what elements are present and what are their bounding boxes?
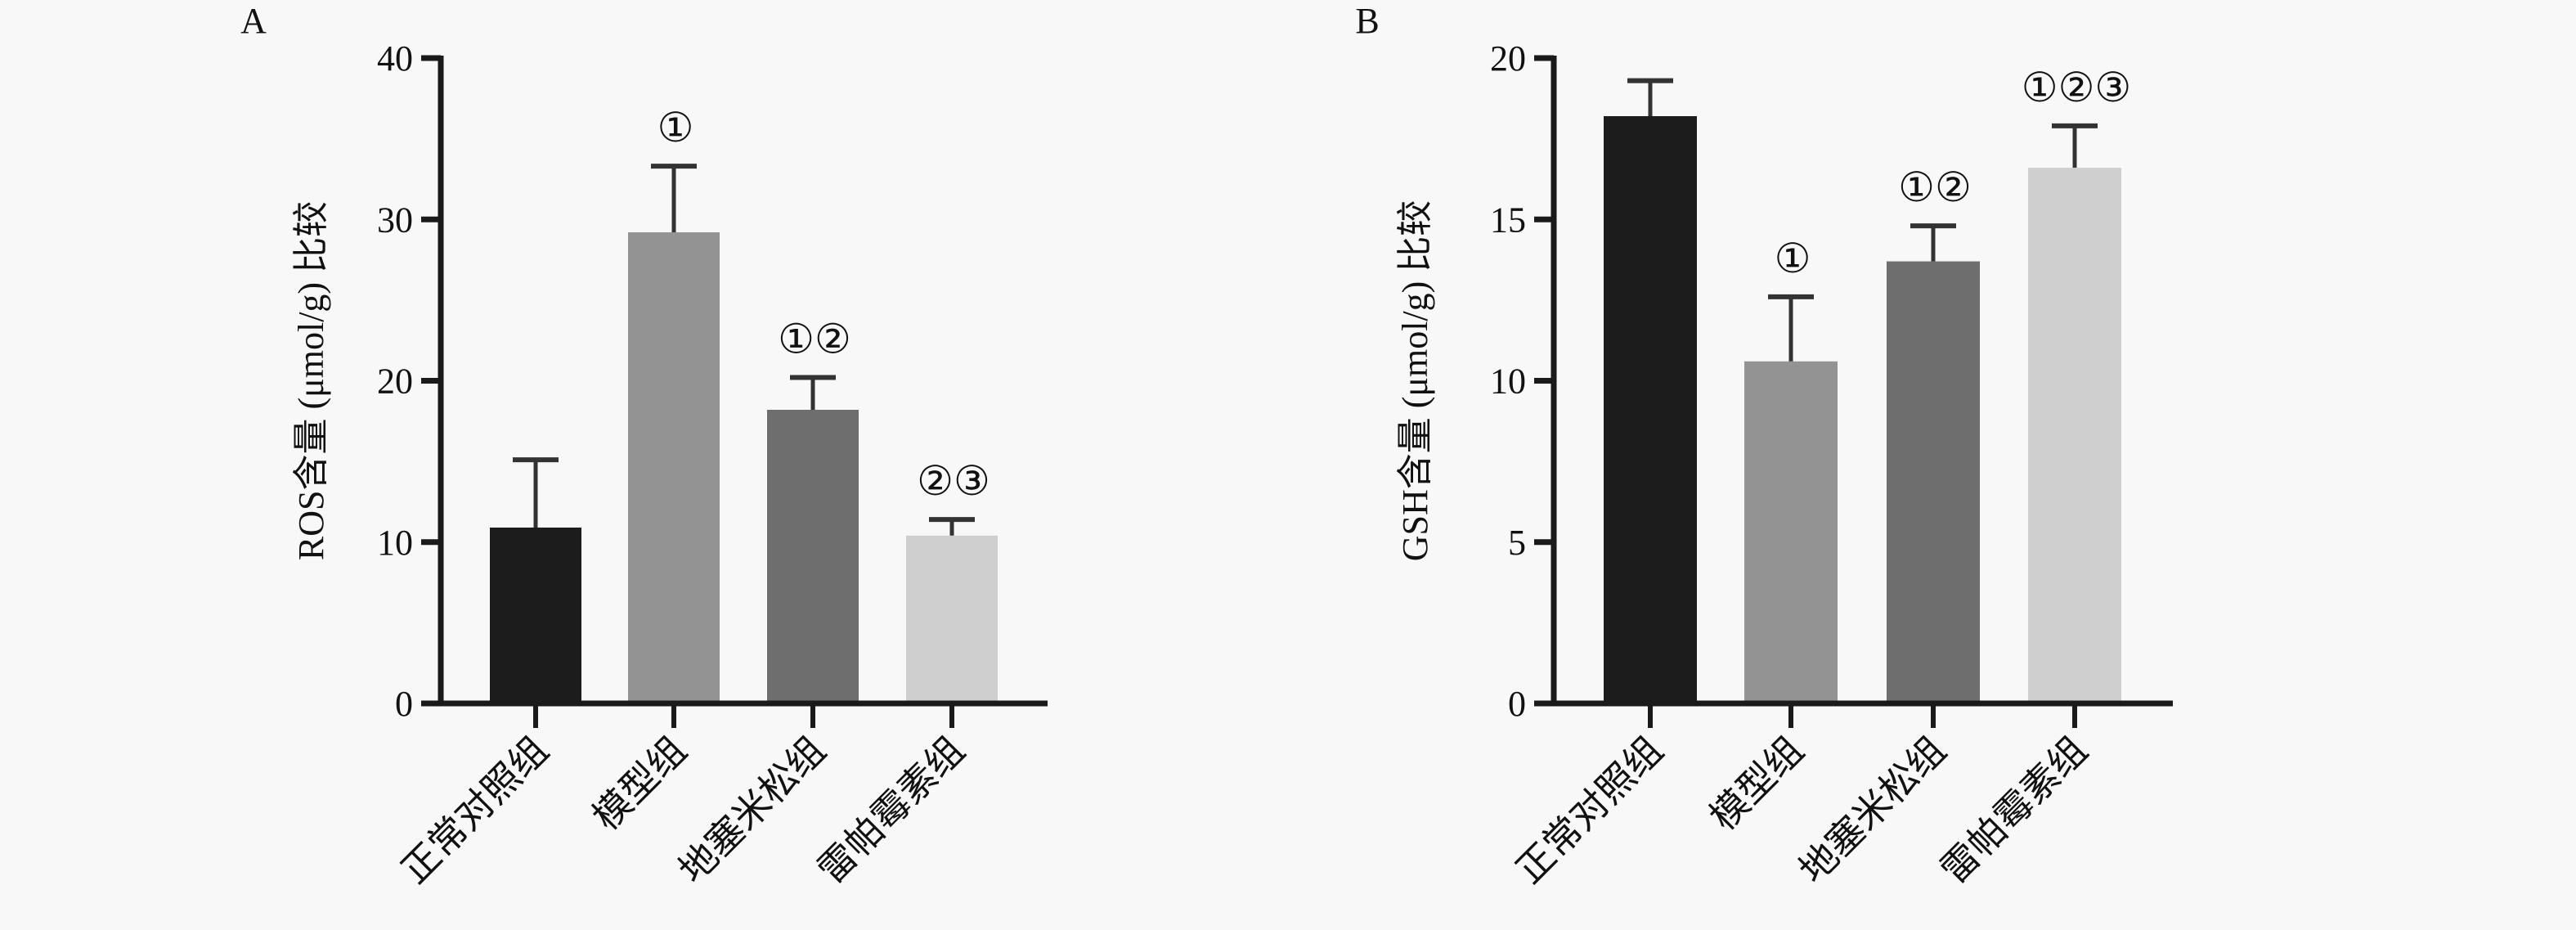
y-tick-label: 0: [1508, 684, 1526, 724]
bar: [2028, 168, 2121, 703]
x-tick-label: 模型组: [1702, 729, 1811, 838]
x-tick-label: 模型组: [585, 729, 694, 838]
significance-marker: ②③: [917, 458, 990, 504]
bar: [1604, 116, 1697, 703]
panel-label: A: [240, 1, 267, 41]
x-tick-label: 正常对照组: [1508, 729, 1671, 892]
significance-marker: ①②: [778, 317, 851, 362]
panel-label: B: [1355, 1, 1379, 41]
y-axis-title: ROS含量 (μmol/g) 比较: [291, 201, 331, 560]
x-tick-label: 地塞米松组: [671, 729, 833, 892]
y-axis-title: GSH含量 (μmol/g) 比较: [1395, 200, 1435, 562]
y-tick-label: 15: [1490, 200, 1526, 240]
y-tick-label: 30: [377, 200, 413, 240]
x-tick-label: 地塞米松组: [1791, 729, 1954, 892]
significance-marker: ①: [1775, 236, 1811, 281]
significance-marker: ①②③: [2022, 65, 2131, 110]
bar: [906, 535, 998, 703]
bar: [628, 232, 720, 703]
bar: [767, 410, 859, 703]
bar: [1887, 261, 1980, 703]
x-tick-label: 正常对照组: [393, 729, 556, 892]
y-tick-label: 20: [1490, 38, 1526, 79]
significance-marker: ①: [657, 105, 694, 151]
y-tick-label: 10: [1490, 362, 1526, 402]
y-tick-label: 20: [377, 362, 413, 402]
y-tick-label: 40: [377, 38, 413, 79]
bar: [490, 527, 581, 703]
significance-marker: ①②: [1898, 164, 1972, 210]
y-tick-label: 5: [1508, 523, 1526, 563]
y-tick-label: 0: [395, 684, 413, 724]
x-tick-label: 雷帕霉素组: [810, 729, 972, 892]
x-tick-label: 雷帕霉素组: [1932, 729, 2095, 892]
bar: [1744, 361, 1838, 703]
y-tick-label: 10: [377, 523, 413, 563]
